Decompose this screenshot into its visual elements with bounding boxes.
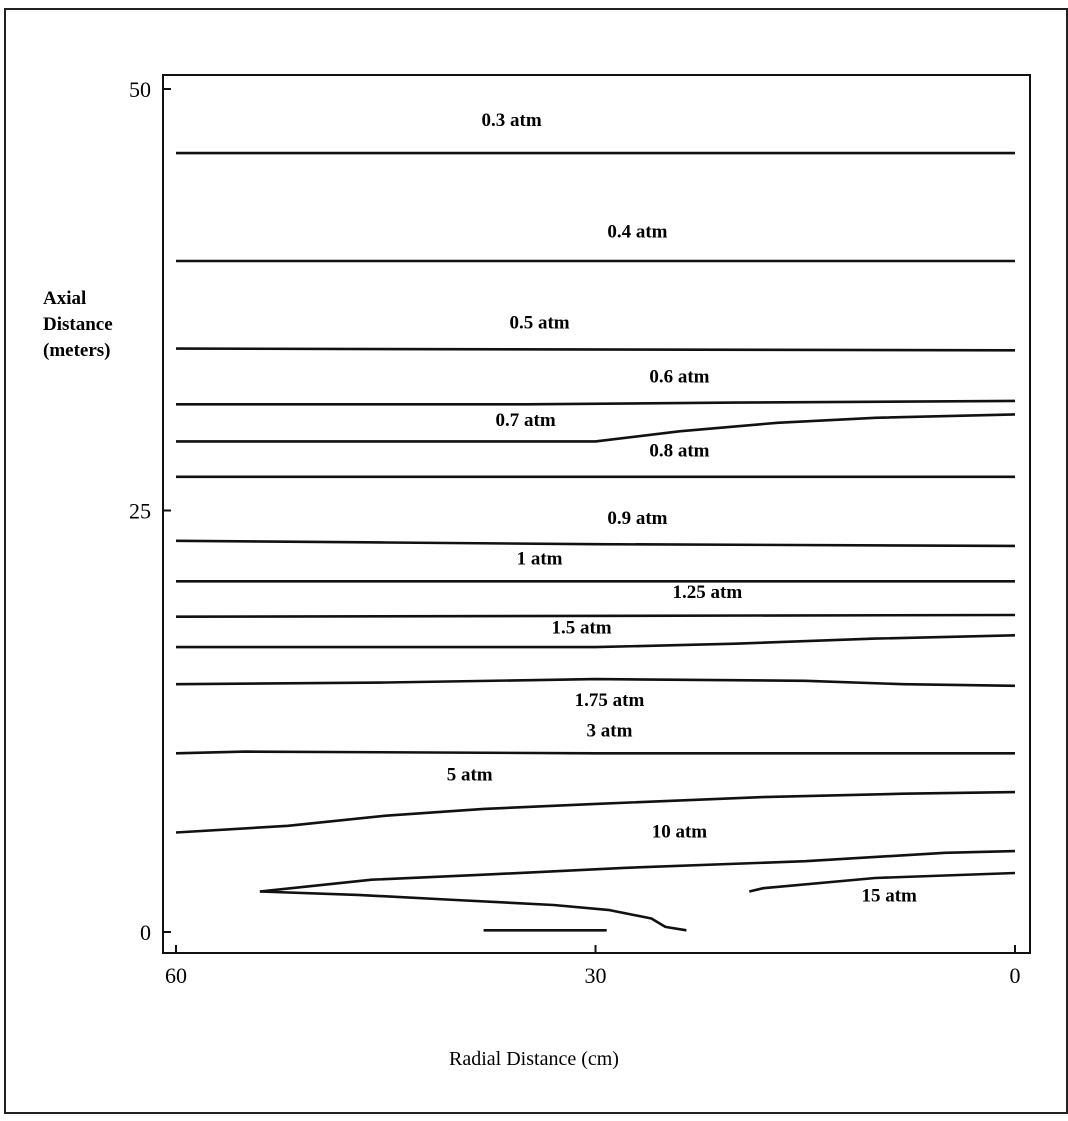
isobar-line-4	[176, 413, 1016, 443]
isobar-line-13	[259, 849, 1016, 893]
isobar-label-5: 0.8 atm	[649, 441, 709, 462]
isobar-label-14: 15 atm	[861, 886, 917, 907]
isobar-label-7: 1 atm	[517, 548, 563, 569]
y-tick-label: 25	[129, 499, 151, 524]
isobar-label-2: 0.5 atm	[509, 312, 569, 333]
isobar-line-2	[175, 347, 1016, 352]
isobar-label-6: 0.9 atm	[607, 508, 667, 529]
isobar-label-13: 10 atm	[652, 822, 708, 843]
isobar-label-0: 0.3 atm	[482, 110, 542, 131]
isobar-label-4: 0.7 atm	[496, 410, 556, 431]
isobar-label-1: 0.4 atm	[607, 221, 667, 242]
isobar-line-15	[259, 890, 687, 932]
figure-frame	[4, 8, 1068, 1114]
y-tick-label: 0	[140, 920, 151, 945]
y-axis-label: Axial Distance (meters)	[43, 286, 113, 364]
isobar-label-12: 5 atm	[447, 764, 493, 785]
isobar-label-3: 0.6 atm	[649, 366, 709, 387]
y-axis-label-line-3: (meters)	[43, 340, 111, 361]
plot-area-border	[162, 74, 1031, 954]
isobar-line-14	[749, 871, 1016, 893]
isobar-label-10: 1.75 atm	[575, 690, 645, 711]
isobar-line-3	[176, 399, 1016, 406]
isobar-line-11	[175, 750, 1015, 755]
y-axis-label-line-2: Distance	[43, 314, 113, 335]
isobar-label-8: 1.25 atm	[673, 582, 743, 603]
isobar-line-12	[175, 790, 1016, 834]
x-tick-label: 60	[165, 963, 187, 988]
isobar-line-9	[176, 634, 1016, 649]
y-tick-label: 50	[129, 77, 151, 102]
y-axis-label-line-1: Axial	[43, 288, 87, 309]
isobar-line-10	[175, 677, 1016, 688]
isobar-label-11: 3 atm	[587, 720, 633, 741]
x-tick-label: 30	[585, 963, 607, 988]
x-axis-label: Radial Distance (cm)	[449, 1048, 619, 1070]
isobar-label-9: 1.5 atm	[551, 618, 611, 639]
isobar-line-8	[175, 613, 1016, 619]
isobar-line-6	[175, 539, 1016, 548]
x-tick-label: 0	[1010, 963, 1021, 988]
